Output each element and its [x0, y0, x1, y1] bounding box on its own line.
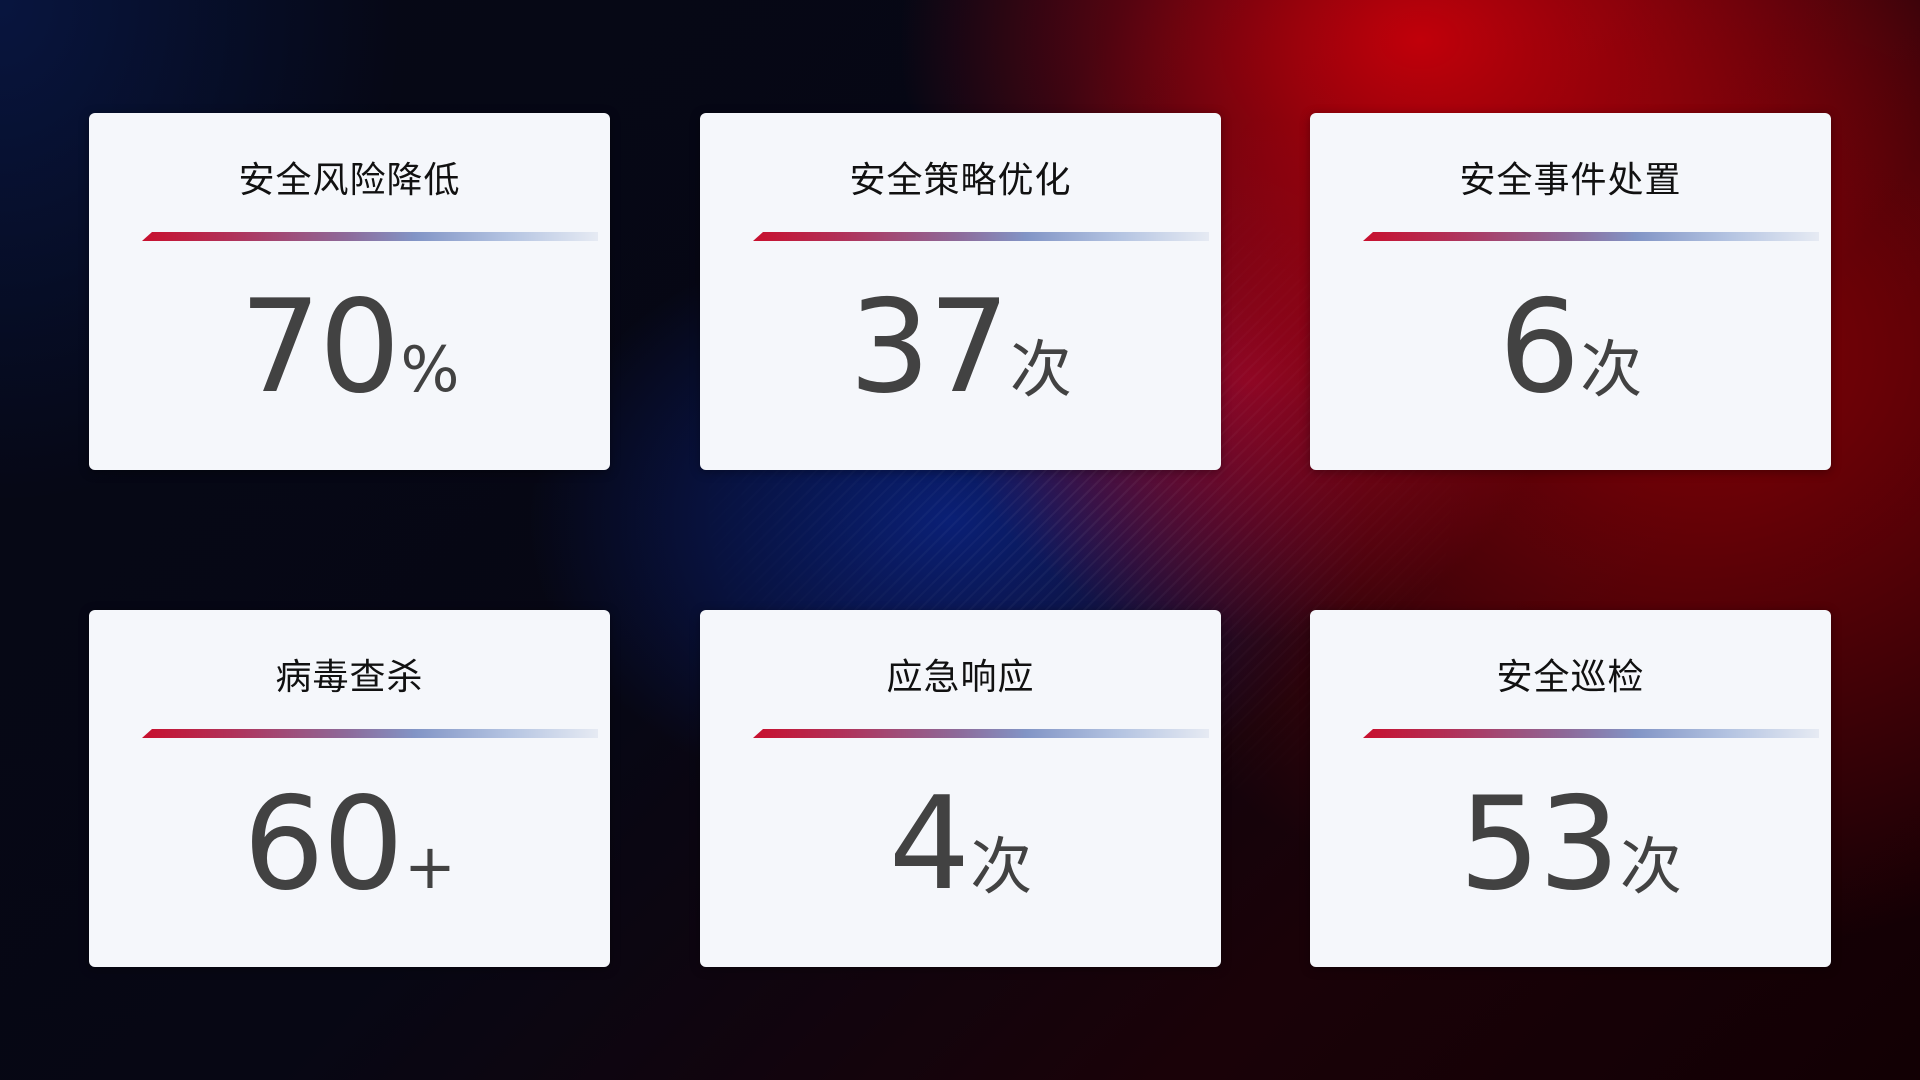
- stat-card-security-inspection: 安全巡检 53次: [1310, 610, 1831, 967]
- card-value: 60+: [89, 770, 610, 919]
- stat-card-emergency-response: 应急响应 4次: [700, 610, 1221, 967]
- card-title: 安全策略优化: [849, 160, 1072, 201]
- card-title: 病毒查杀: [275, 657, 424, 698]
- gradient-divider: [142, 232, 598, 241]
- value-number: 37: [849, 273, 1010, 422]
- value-number: 6: [1498, 273, 1580, 422]
- value-unit: +: [403, 830, 456, 903]
- card-title: 应急响应: [886, 657, 1035, 698]
- gradient-divider: [142, 729, 598, 738]
- card-value: 53次: [1310, 770, 1831, 919]
- value-number: 60: [243, 770, 404, 919]
- card-title: 安全事件处置: [1459, 160, 1682, 201]
- stat-card-incident-handling: 安全事件处置 6次: [1310, 113, 1831, 470]
- gradient-divider: [1363, 729, 1819, 738]
- value-unit: 次: [1009, 333, 1072, 406]
- value-number: 70: [239, 273, 401, 422]
- gradient-divider: [753, 729, 1209, 738]
- value-unit: 次: [970, 830, 1033, 903]
- value-number: 53: [1459, 770, 1620, 919]
- stat-card-policy-optimization: 安全策略优化 37次: [700, 113, 1221, 470]
- card-title: 安全风险降低: [238, 160, 461, 201]
- gradient-divider: [753, 232, 1209, 241]
- gradient-divider: [1363, 232, 1819, 241]
- card-title: 安全巡检: [1496, 657, 1645, 698]
- stat-card-virus-removal: 病毒查杀 60+: [89, 610, 610, 967]
- value-number: 4: [888, 770, 970, 919]
- stat-card-risk-reduction: 安全风险降低 70%: [89, 113, 610, 470]
- card-value: 37次: [700, 273, 1221, 422]
- value-unit: 次: [1580, 333, 1643, 406]
- card-value: 4次: [700, 770, 1221, 919]
- card-value: 6次: [1310, 273, 1831, 422]
- value-unit: %: [400, 333, 460, 406]
- value-unit: 次: [1619, 830, 1682, 903]
- card-value: 70%: [89, 273, 610, 422]
